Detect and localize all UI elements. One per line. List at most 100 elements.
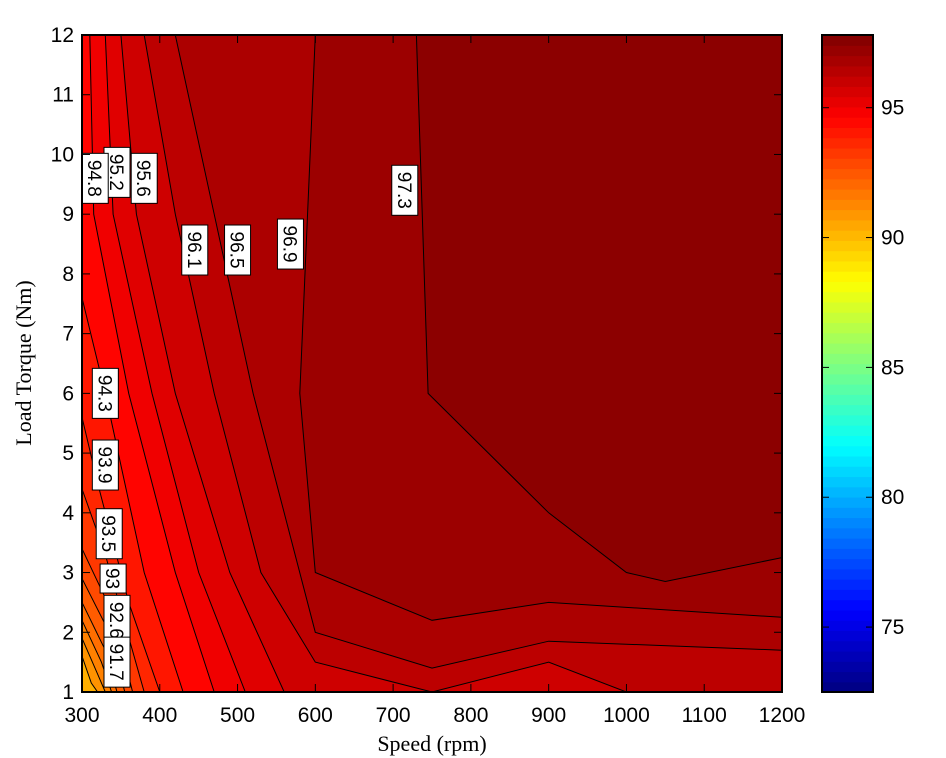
contour-label-box [103,636,131,688]
colorbar-band [822,137,873,149]
contour-label-text: 97.3 [393,172,414,209]
contour-band [82,35,782,692]
y-tick-label: 8 [62,263,74,286]
colorbar-tick-label: 80 [881,486,904,509]
y-tick-label: 11 [52,84,74,107]
x-tick-label: 1200 [759,704,806,727]
contour-label-text: 91.7 [105,644,126,681]
colorbar-band [822,599,873,611]
colorbar-band [822,178,873,190]
colorbar-band [822,445,873,457]
colorbar-band [822,384,873,395]
contour-label-box [91,367,119,419]
y-tick-label: 7 [62,323,74,346]
colorbar-band [822,35,873,46]
colorbar-band [822,589,873,601]
colorbar-tick-label: 85 [881,356,904,379]
colorbar-band [822,435,873,447]
colorbar-band [822,86,873,98]
contour-label: 97.3 [391,164,419,216]
contour-label-box [224,224,252,276]
colorbar-band [822,240,873,252]
y-tick-label: 3 [62,562,74,585]
colorbar-band [822,363,873,375]
contour-label: 94.3 [91,367,119,419]
contour-label: 94.8 [81,152,109,204]
colorbar-band [822,106,873,118]
x-axis-title: Speed (rpm) [377,731,486,756]
x-tick-label: 300 [64,704,99,727]
contour-fills [82,35,782,692]
colorbar-band [822,322,873,334]
colorbar-band [822,168,873,180]
contour-line [82,656,99,692]
x-tick-label: 900 [531,704,566,727]
colorbar-band [822,373,873,385]
colorbar-frame [821,34,874,693]
y-tick-label: 2 [62,621,74,644]
contour-label-box [99,563,127,594]
colorbar-band [822,332,873,344]
colorbar-ticks: 75 80 85 90 95 [822,97,904,639]
y-tick-label: 4 [62,502,74,525]
colorbar-band [822,568,873,580]
plot-frame [81,34,783,693]
y-tick-label: 9 [62,203,74,226]
contour-label-text: 94.8 [83,160,104,197]
colorbar-band [822,630,873,642]
colorbar-band [822,158,873,170]
contour-label-text: 95.6 [132,160,153,197]
colorbar-tick-label: 75 [881,616,904,639]
colorbar-band [822,250,873,262]
contour-label: 96.1 [181,224,209,276]
colorbar-band [822,260,873,272]
x-tick-label: 400 [142,704,177,727]
x-tick-label: 500 [220,704,255,727]
y-axis-title: Load Torque (Nm) [11,280,36,445]
colorbar-band [822,127,873,139]
contour-label-text: 94.3 [93,375,114,412]
colorbar-band [822,219,873,231]
y-tick-label: 1 [62,681,74,704]
colorbar [822,35,873,693]
colorbar-band [822,188,873,200]
colorbar-band [822,476,873,488]
colorbar-band [822,414,873,426]
colorbar-band [822,671,873,683]
colorbar-band [822,527,873,539]
contour-line [415,35,782,583]
colorbar-band [822,342,873,354]
x-tick-label: 1100 [682,704,727,727]
y-tick-label: 5 [62,442,74,465]
colorbar-band [822,620,873,632]
contour-label-box [130,152,158,204]
x-axis-ticks: 300 400 500 600 700 800 900 1000 1100 1200 [64,35,805,727]
colorbar-band [822,558,873,570]
contour-label-box [91,439,119,491]
contour-label: 96.9 [276,218,304,270]
colorbar-band [822,650,873,662]
contour-label-box [95,508,123,560]
colorbar-band [822,548,873,560]
y-tick-label: 10 [51,143,74,166]
colorbar-band [822,230,873,241]
contour-label-text: 95.2 [105,154,126,191]
contour-label: 93.5 [95,508,123,560]
contour-line [299,35,782,621]
colorbar-band [822,507,873,519]
colorbar-tick-label: 90 [881,227,904,250]
colorbar-band [822,271,873,282]
colorbar-band [822,486,873,498]
contour-label: 93 [99,563,127,594]
contour-label: 95.6 [130,152,158,204]
contour-label: 93.9 [91,439,119,491]
contour-band [82,35,627,692]
y-tick-label: 12 [51,24,74,47]
colorbar-band [822,404,873,416]
contour-label-text: 92.6 [105,602,126,639]
colorbar-band [822,199,873,211]
contour-label-text: 93 [101,568,122,589]
colorbar-band [822,45,873,57]
contour-label: 95.2 [103,146,131,198]
